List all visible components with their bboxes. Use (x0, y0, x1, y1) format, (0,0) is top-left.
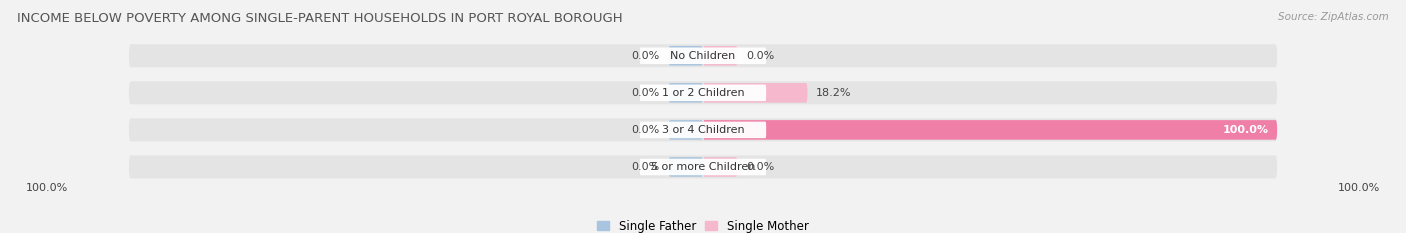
FancyBboxPatch shape (669, 120, 703, 140)
Text: Source: ZipAtlas.com: Source: ZipAtlas.com (1278, 12, 1389, 22)
Text: 3 or 4 Children: 3 or 4 Children (662, 125, 744, 135)
FancyBboxPatch shape (640, 159, 766, 175)
Text: 0.0%: 0.0% (631, 88, 659, 98)
Text: 0.0%: 0.0% (631, 162, 659, 172)
Text: 100.0%: 100.0% (1222, 125, 1268, 135)
FancyBboxPatch shape (703, 120, 1277, 140)
Legend: Single Father, Single Mother: Single Father, Single Mother (593, 215, 813, 233)
Text: 1 or 2 Children: 1 or 2 Children (662, 88, 744, 98)
Text: 0.0%: 0.0% (747, 162, 775, 172)
FancyBboxPatch shape (129, 81, 1277, 104)
FancyBboxPatch shape (703, 157, 738, 177)
FancyBboxPatch shape (703, 83, 807, 103)
FancyBboxPatch shape (129, 155, 1277, 178)
FancyBboxPatch shape (129, 44, 1277, 67)
FancyBboxPatch shape (129, 118, 1277, 141)
Text: No Children: No Children (671, 51, 735, 61)
Text: 0.0%: 0.0% (631, 51, 659, 61)
FancyBboxPatch shape (669, 83, 703, 103)
Text: 0.0%: 0.0% (631, 125, 659, 135)
FancyBboxPatch shape (640, 85, 766, 101)
FancyBboxPatch shape (703, 46, 738, 65)
FancyBboxPatch shape (640, 122, 766, 138)
Text: 18.2%: 18.2% (815, 88, 852, 98)
FancyBboxPatch shape (669, 46, 703, 65)
Text: INCOME BELOW POVERTY AMONG SINGLE-PARENT HOUSEHOLDS IN PORT ROYAL BOROUGH: INCOME BELOW POVERTY AMONG SINGLE-PARENT… (17, 12, 623, 25)
FancyBboxPatch shape (640, 48, 766, 64)
Text: 100.0%: 100.0% (25, 183, 67, 193)
FancyBboxPatch shape (669, 157, 703, 177)
Text: 5 or more Children: 5 or more Children (651, 162, 755, 172)
Text: 100.0%: 100.0% (1339, 183, 1381, 193)
Text: 0.0%: 0.0% (747, 51, 775, 61)
